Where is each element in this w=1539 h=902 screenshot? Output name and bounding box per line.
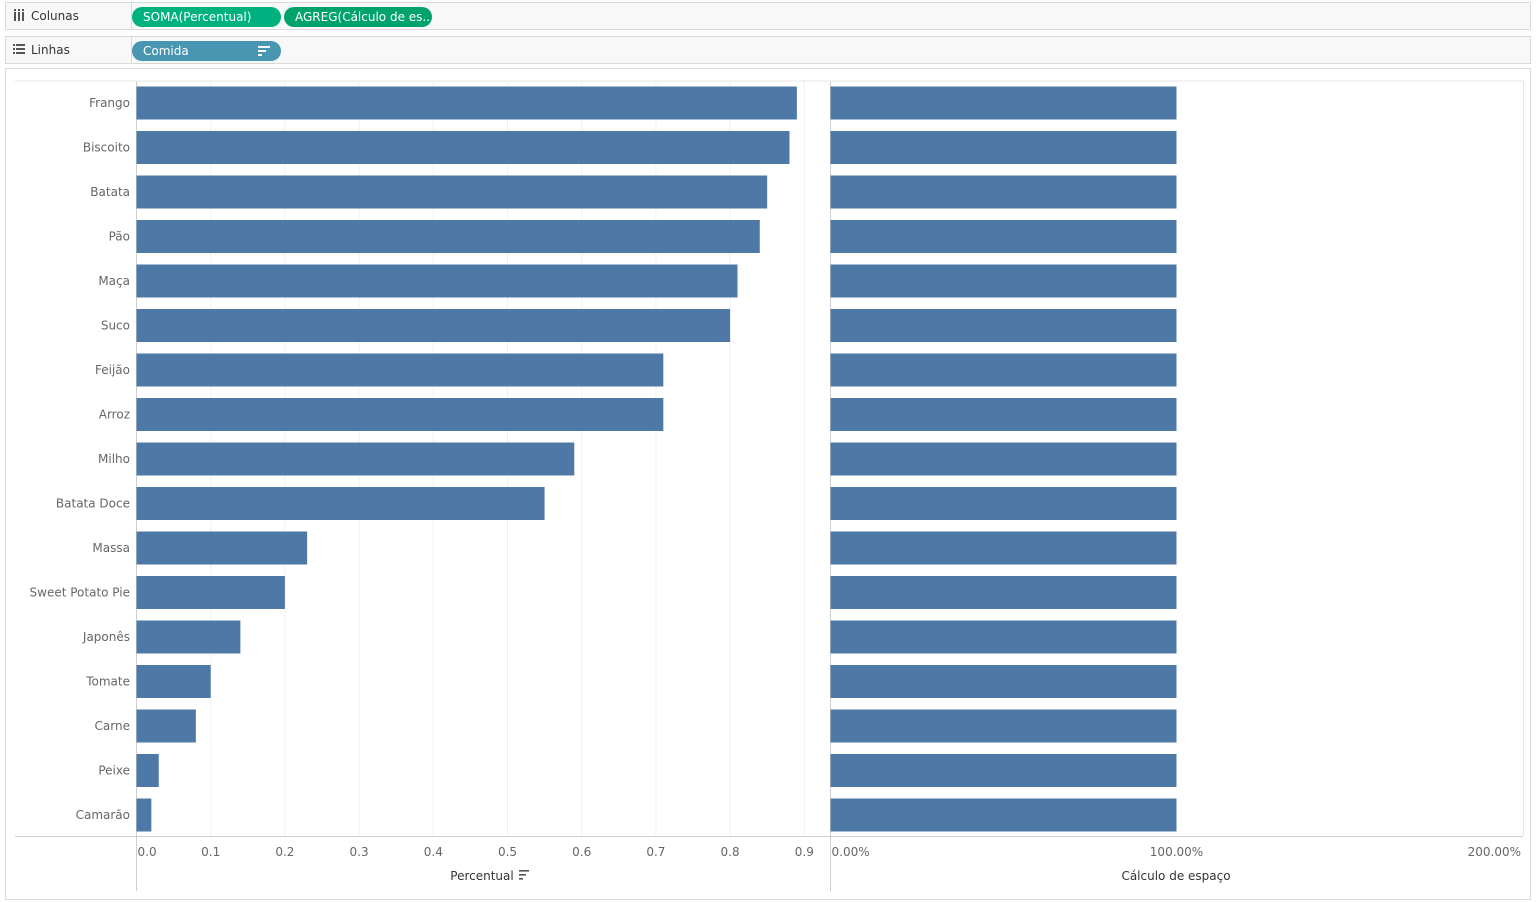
bar-calculo-espaco[interactable] — [830, 398, 1177, 431]
bar-percentual[interactable] — [136, 86, 797, 120]
bar-percentual[interactable] — [136, 754, 159, 787]
tick-label: 0.7 — [646, 845, 665, 859]
bar-percentual[interactable] — [136, 220, 760, 253]
bar-percentual[interactable] — [136, 264, 738, 298]
bar-calculo-espaco[interactable] — [830, 531, 1177, 565]
bar-percentual[interactable] — [136, 398, 664, 431]
tick-label: 0.1 — [201, 845, 220, 859]
category-label: Frango — [89, 96, 130, 110]
category-label: Arroz — [99, 408, 130, 422]
bar-percentual[interactable] — [136, 131, 790, 164]
tick-label: 0.5 — [498, 845, 517, 859]
columns-shelf-header: Colunas — [6, 3, 132, 29]
sort-descending-icon[interactable] — [519, 870, 529, 880]
bar-percentual[interactable] — [136, 798, 152, 832]
pill-label: AGREG(Cálculo de es.. — [295, 10, 431, 24]
pill-agreg-calculo[interactable]: AGREG(Cálculo de es.. — [284, 7, 432, 27]
pill-soma-percentual[interactable]: SOMA(Percentual) — [132, 7, 281, 27]
tick-label: 200.00% — [1468, 845, 1521, 859]
visualization-area: Frango Biscoito Batata Pão Maça Suco Feijão Arr… — [5, 68, 1531, 900]
bar-calculo-espaco[interactable] — [830, 220, 1177, 253]
bar-percentual[interactable] — [136, 709, 196, 743]
bar-calculo-espaco[interactable] — [830, 665, 1177, 698]
bar-percentual[interactable] — [136, 309, 731, 342]
category-label: Suco — [101, 319, 130, 333]
category-label: Milho — [98, 452, 130, 466]
bar-calculo-espaco[interactable] — [830, 86, 1177, 120]
category-label: Massa — [92, 541, 130, 555]
bar-calculo-espaco[interactable] — [830, 798, 1177, 832]
bar-percentual[interactable] — [136, 665, 211, 698]
category-label: Sweet Potato Pie — [30, 586, 130, 600]
columns-icon — [14, 9, 24, 21]
bar-percentual[interactable] — [136, 620, 241, 654]
bar-calculo-espaco[interactable] — [830, 353, 1177, 387]
bar-percentual[interactable] — [136, 353, 664, 387]
tick-label: 0.0 — [138, 845, 157, 859]
rows-list-icon — [13, 44, 25, 54]
sort-descending-icon[interactable] — [258, 46, 270, 56]
bar-calculo-espaco[interactable] — [830, 442, 1177, 476]
category-label: Feijão — [95, 363, 130, 377]
tick-label: 0.2 — [275, 845, 294, 859]
x-axis-title-percentual: Percentual — [450, 869, 513, 883]
bar-calculo-espaco[interactable] — [830, 309, 1177, 342]
x-axis-title-calculo-espaco: Cálculo de espaço — [1121, 869, 1230, 883]
category-label: Batata Doce — [56, 497, 130, 511]
tick-label: 0.3 — [350, 845, 369, 859]
tick-label: 100.00% — [1150, 845, 1203, 859]
category-label: Pão — [109, 230, 130, 244]
tick-label: 0.6 — [572, 845, 591, 859]
bar-calculo-espaco[interactable] — [830, 709, 1177, 743]
bar-calculo-espaco[interactable] — [830, 487, 1177, 520]
category-label: Japonês — [82, 630, 130, 644]
category-label: Tomate — [85, 675, 130, 689]
bar-percentual[interactable] — [136, 531, 308, 565]
bar-percentual[interactable] — [136, 442, 575, 476]
category-label: Peixe — [98, 764, 130, 778]
category-label: Maça — [98, 274, 130, 288]
bar-calculo-espaco[interactable] — [830, 754, 1177, 787]
category-label: Batata — [90, 185, 130, 199]
bar-percentual[interactable] — [136, 576, 285, 609]
bar-calculo-espaco[interactable] — [830, 576, 1177, 609]
tick-label: 0.8 — [721, 845, 740, 859]
rows-shelf-title: Linhas — [31, 43, 70, 57]
pill-comida[interactable]: Comida — [132, 41, 281, 61]
tick-label: 0.4 — [424, 845, 443, 859]
bar-percentual[interactable] — [136, 487, 545, 520]
category-label: Carne — [95, 719, 130, 733]
category-label: Camarão — [76, 808, 130, 822]
columns-shelf-title: Colunas — [31, 9, 79, 23]
rows-shelf: Linhas Comida — [5, 36, 1531, 64]
rows-shelf-header: Linhas — [6, 37, 132, 63]
tick-label: 0.9 — [795, 845, 814, 859]
bar-calculo-espaco[interactable] — [830, 620, 1177, 654]
bar-calculo-espaco[interactable] — [830, 175, 1177, 209]
category-label: Biscoito — [83, 141, 130, 155]
pill-label: Comida — [143, 44, 189, 58]
tick-label: 0.00% — [832, 845, 870, 859]
bar-percentual[interactable] — [136, 175, 768, 209]
bar-charts: Frango Biscoito Batata Pão Maça Suco Feijão Arr… — [15, 80, 1524, 891]
columns-shelf: Colunas SOMA(Percentual) AGREG(Cálculo d… — [5, 2, 1531, 30]
pill-label: SOMA(Percentual) — [143, 10, 252, 24]
bar-calculo-espaco[interactable] — [830, 264, 1177, 298]
bar-calculo-espaco[interactable] — [830, 131, 1177, 164]
